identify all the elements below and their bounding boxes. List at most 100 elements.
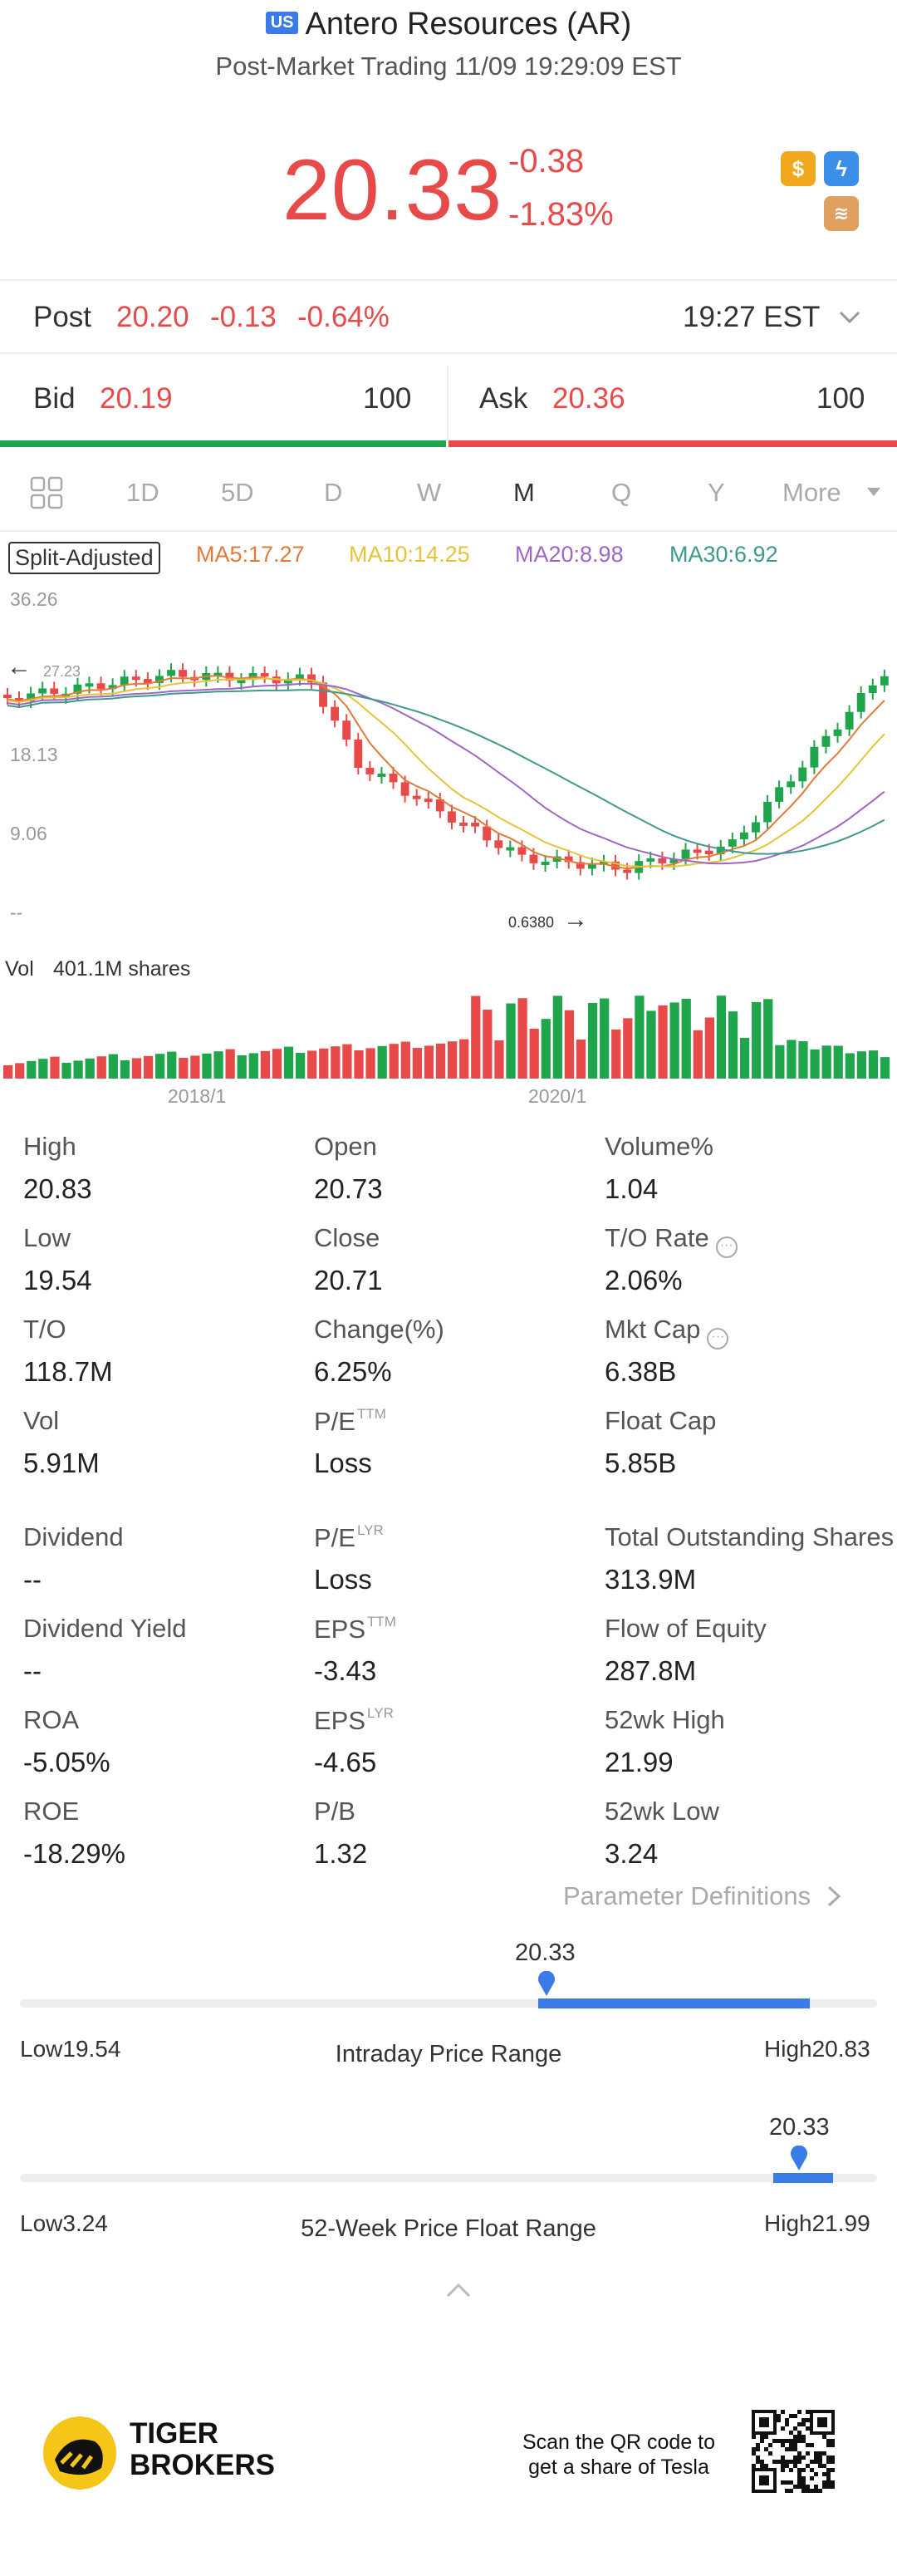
candle [728, 839, 737, 847]
stat-label: 52wk Low [605, 1797, 719, 1826]
candle [260, 673, 269, 677]
candle [868, 685, 877, 694]
stat-value: 5.85B [605, 1448, 677, 1478]
post-price: 20.20 [116, 301, 189, 333]
parameter-definitions-label: Parameter Definitions [563, 1881, 811, 1910]
grid-icon[interactable] [30, 476, 63, 509]
week52-title: 52-Week Price Float Range [301, 2215, 596, 2242]
tiger-logo-icon [43, 2416, 116, 2490]
stat-label-text: Dividend Yield [23, 1614, 187, 1643]
week52-fill [773, 2173, 834, 2183]
info-icon[interactable]: ··· [707, 1328, 729, 1349]
candle [50, 688, 59, 694]
stat-value: 287.8M [605, 1655, 697, 1686]
vol-value: 401.1M shares [53, 957, 191, 981]
volume-bar [517, 998, 527, 1079]
tab-1d[interactable]: 1D [126, 478, 159, 507]
stat-label: 52wk High [605, 1705, 725, 1735]
tab-more[interactable]: More [782, 478, 841, 507]
stat-label: P/B [314, 1797, 355, 1826]
ask-volume-bar [448, 440, 897, 447]
volume-bar [646, 1010, 656, 1079]
stat-label-text: Vol [23, 1406, 60, 1435]
trading-status: Post-Market Trading 11/09 19:29:09 EST [215, 52, 682, 81]
week52-low: Low3.24 [20, 2210, 108, 2236]
volume-bar [506, 1003, 516, 1079]
volume-bar [389, 1044, 399, 1079]
post-label: Post [33, 301, 92, 333]
ask-size: 100 [816, 382, 865, 415]
y-tick: -- [10, 902, 23, 923]
split-adjusted-toggle[interactable]: Split-Adjusted [8, 542, 160, 574]
tab-5d[interactable]: 5D [221, 478, 254, 507]
volume-bar [143, 1055, 154, 1079]
tab-q[interactable]: Q [611, 478, 632, 507]
stat-label: Vol [23, 1406, 59, 1436]
stat-value: 118.7M [23, 1356, 113, 1387]
volume-bar [38, 1059, 48, 1079]
chevron-up-icon[interactable] [445, 2282, 472, 2298]
candle [669, 858, 679, 863]
parameter-definitions-link[interactable]: Parameter Definitions [563, 1881, 841, 1911]
info-icon[interactable]: ··· [715, 1236, 738, 1258]
chevron-down-icon[interactable] [839, 311, 860, 324]
candle [798, 767, 807, 782]
y-tick: 9.06 [10, 823, 47, 844]
divider [0, 352, 897, 354]
qr-caption-line-1: Scan the QR code to [522, 2431, 716, 2454]
volume-bar [669, 1002, 679, 1079]
volume-bar [600, 998, 610, 1079]
stat-label-text: Volume% [605, 1132, 713, 1161]
qr-code[interactable] [752, 2410, 835, 2493]
volume-bar [576, 1039, 586, 1079]
week52-current: 20.33 [769, 2114, 830, 2141]
stat-value: 6.25% [314, 1356, 392, 1387]
price-chart[interactable] [0, 532, 897, 1097]
stat-label-text: T/O [23, 1315, 66, 1344]
volume-bar [529, 1028, 539, 1079]
volume-bar [880, 1057, 890, 1079]
stat-label-text: Change(%) [314, 1315, 444, 1344]
post-market-row[interactable]: Post 20.20 -0.13 -0.64% 19:27 EST [0, 283, 897, 352]
volume-bar [27, 1060, 37, 1079]
stat-value: 20.83 [23, 1173, 92, 1204]
volume-bar [739, 1037, 750, 1079]
candle [225, 672, 234, 681]
period-tabs: 1D 5D D W M Q Y More [0, 453, 897, 528]
volume-bar [108, 1054, 118, 1079]
candle [27, 693, 36, 701]
stat-label: High [23, 1132, 76, 1162]
volume-bar [810, 1049, 820, 1079]
caret-down-icon[interactable] [867, 488, 880, 498]
layers-icon[interactable]: ≋ [824, 196, 859, 231]
stat-label-text: P/B [314, 1797, 355, 1826]
bid-volume-bar [0, 440, 446, 447]
candle [295, 674, 304, 680]
volume-bar [96, 1056, 106, 1079]
volume-bar [155, 1054, 165, 1079]
low-marker: 0.6380 [508, 914, 555, 931]
ma5-legend: MA5:17.27 [196, 542, 305, 567]
tab-w[interactable]: W [417, 478, 442, 507]
stat-value: Loss [314, 1564, 372, 1595]
tab-m[interactable]: M [513, 478, 535, 507]
volume-bar [587, 1002, 598, 1079]
dollar-icon[interactable]: $ [781, 151, 816, 186]
stat-label: Dividend Yield [23, 1614, 186, 1644]
tab-d[interactable]: D [324, 478, 343, 507]
candle [155, 676, 164, 683]
lightning-icon[interactable]: ϟ [824, 151, 859, 186]
volume-bar [15, 1063, 25, 1079]
candle [752, 822, 760, 833]
stat-value: 20.71 [314, 1265, 383, 1295]
volume-bar [845, 1053, 855, 1079]
tab-y[interactable]: Y [708, 478, 725, 507]
candle [646, 858, 655, 862]
candle [85, 683, 94, 687]
stat-value: 313.9M [605, 1564, 697, 1595]
stat-label: Change(%) [314, 1315, 444, 1345]
candle [108, 685, 117, 690]
volume-bar [179, 1058, 189, 1079]
volume-bar [787, 1040, 797, 1079]
volume-bar [635, 995, 645, 1079]
